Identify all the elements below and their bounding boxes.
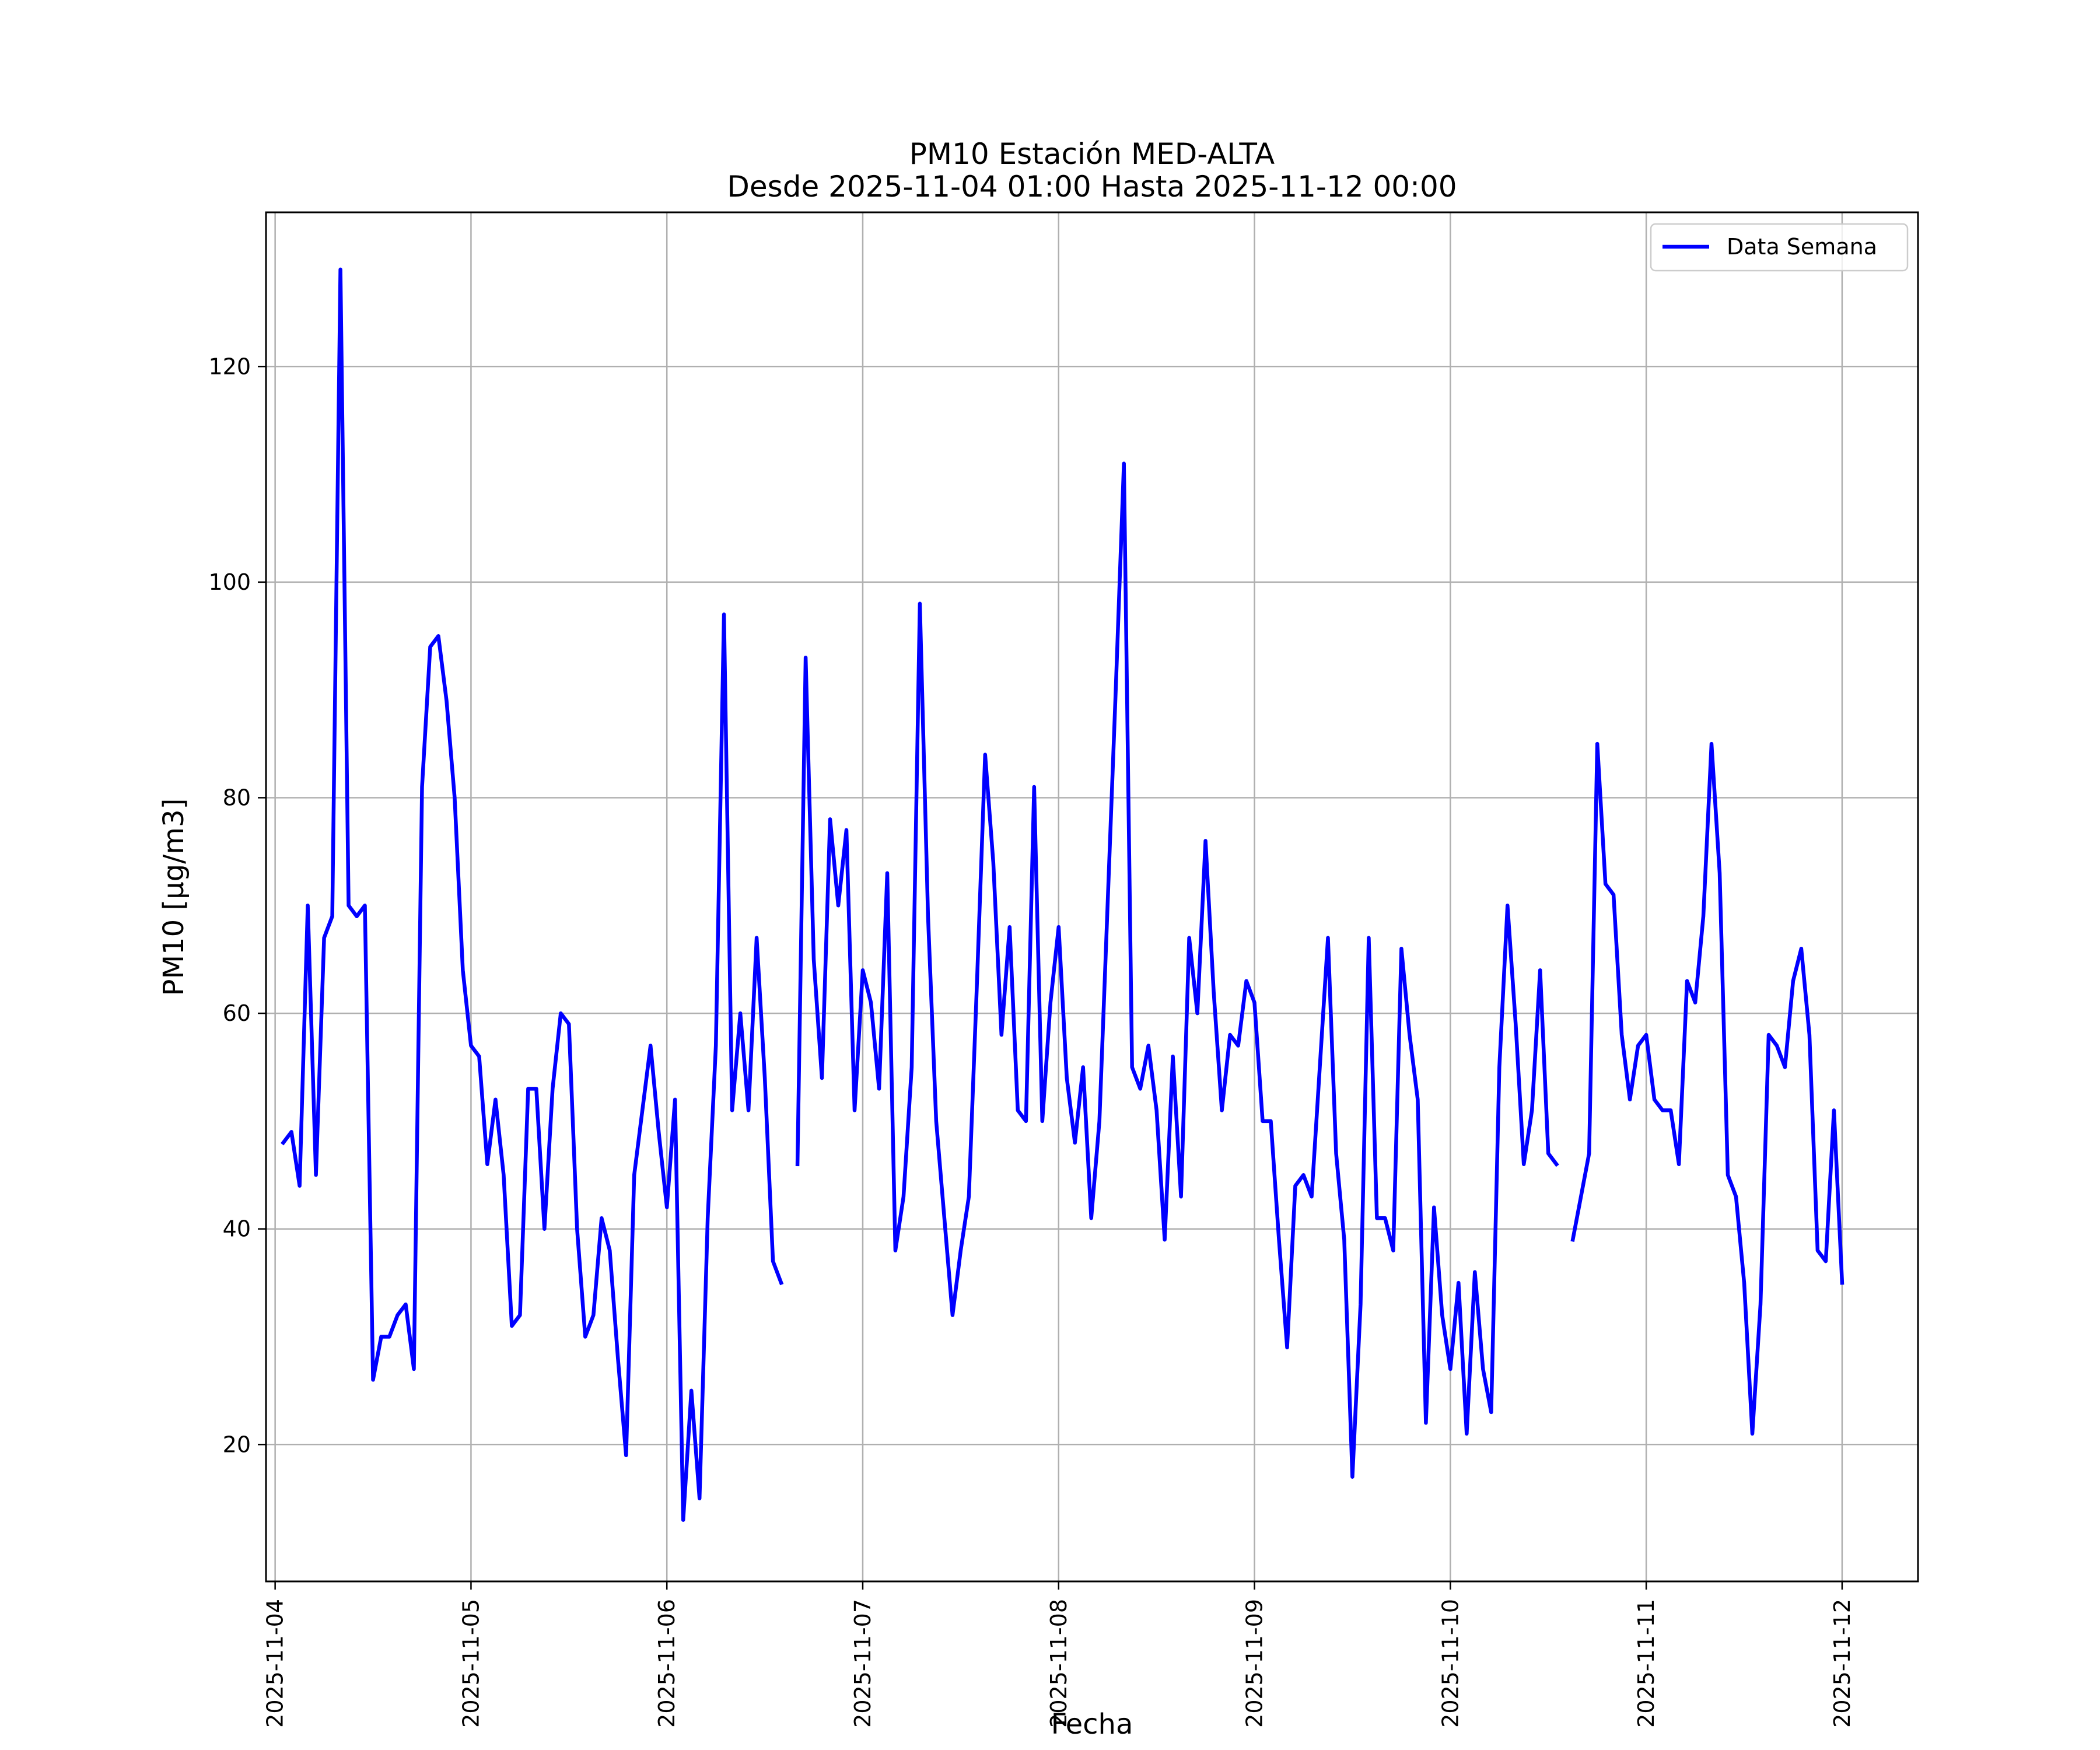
series-line-segment: [281, 267, 784, 1522]
x-tick-label: 2025-11-05: [458, 1599, 484, 1728]
x-tick-label: 2025-11-12: [1829, 1599, 1855, 1728]
y-axis-ticks: 20 40 60 80 100 120: [208, 354, 266, 1457]
gridlines: [266, 212, 1918, 1581]
x-tick-label: 2025-11-04: [262, 1599, 288, 1728]
legend-box: [1650, 223, 1909, 272]
series-line-segment: [795, 461, 1559, 1479]
y-tick-label: 20: [223, 1432, 251, 1457]
x-tick-label: 2025-11-06: [654, 1599, 680, 1728]
plot-frame: [265, 211, 1919, 1583]
legend-label: Data Semana: [1727, 234, 1877, 260]
x-tick-label: 2025-11-07: [850, 1599, 876, 1728]
y-tick-label: 120: [208, 354, 251, 379]
plot-area-background: [266, 212, 1918, 1581]
x-tick-label: 2025-11-11: [1633, 1599, 1659, 1728]
y-tick-label: 40: [223, 1216, 251, 1242]
x-tick-label: 2025-11-08: [1046, 1599, 1072, 1728]
y-axis-label: PM10 [μg/m3]: [158, 799, 190, 996]
x-axis-label: Fecha: [1051, 1708, 1133, 1741]
chart-title: PM10 Estación MED-ALTA: [909, 137, 1275, 171]
y-tick-label: 100: [208, 569, 251, 595]
x-axis-ticks: 2025-11-04 2025-11-05 2025-11-06 2025-11-07…: [262, 1581, 1855, 1728]
x-tick-label: 2025-11-09: [1242, 1599, 1268, 1728]
series-data-semana: [281, 267, 1845, 1522]
chart-subtitle: Desde 2025-11-04 01:00 Hasta 2025-11-12 …: [727, 170, 1457, 204]
x-tick-label: 2025-11-10: [1437, 1599, 1463, 1728]
legend: Data Semana: [1650, 223, 1909, 272]
y-tick-label: 80: [223, 785, 251, 810]
y-tick-label: 60: [223, 1000, 251, 1026]
series-line-segment: [1570, 741, 1845, 1436]
